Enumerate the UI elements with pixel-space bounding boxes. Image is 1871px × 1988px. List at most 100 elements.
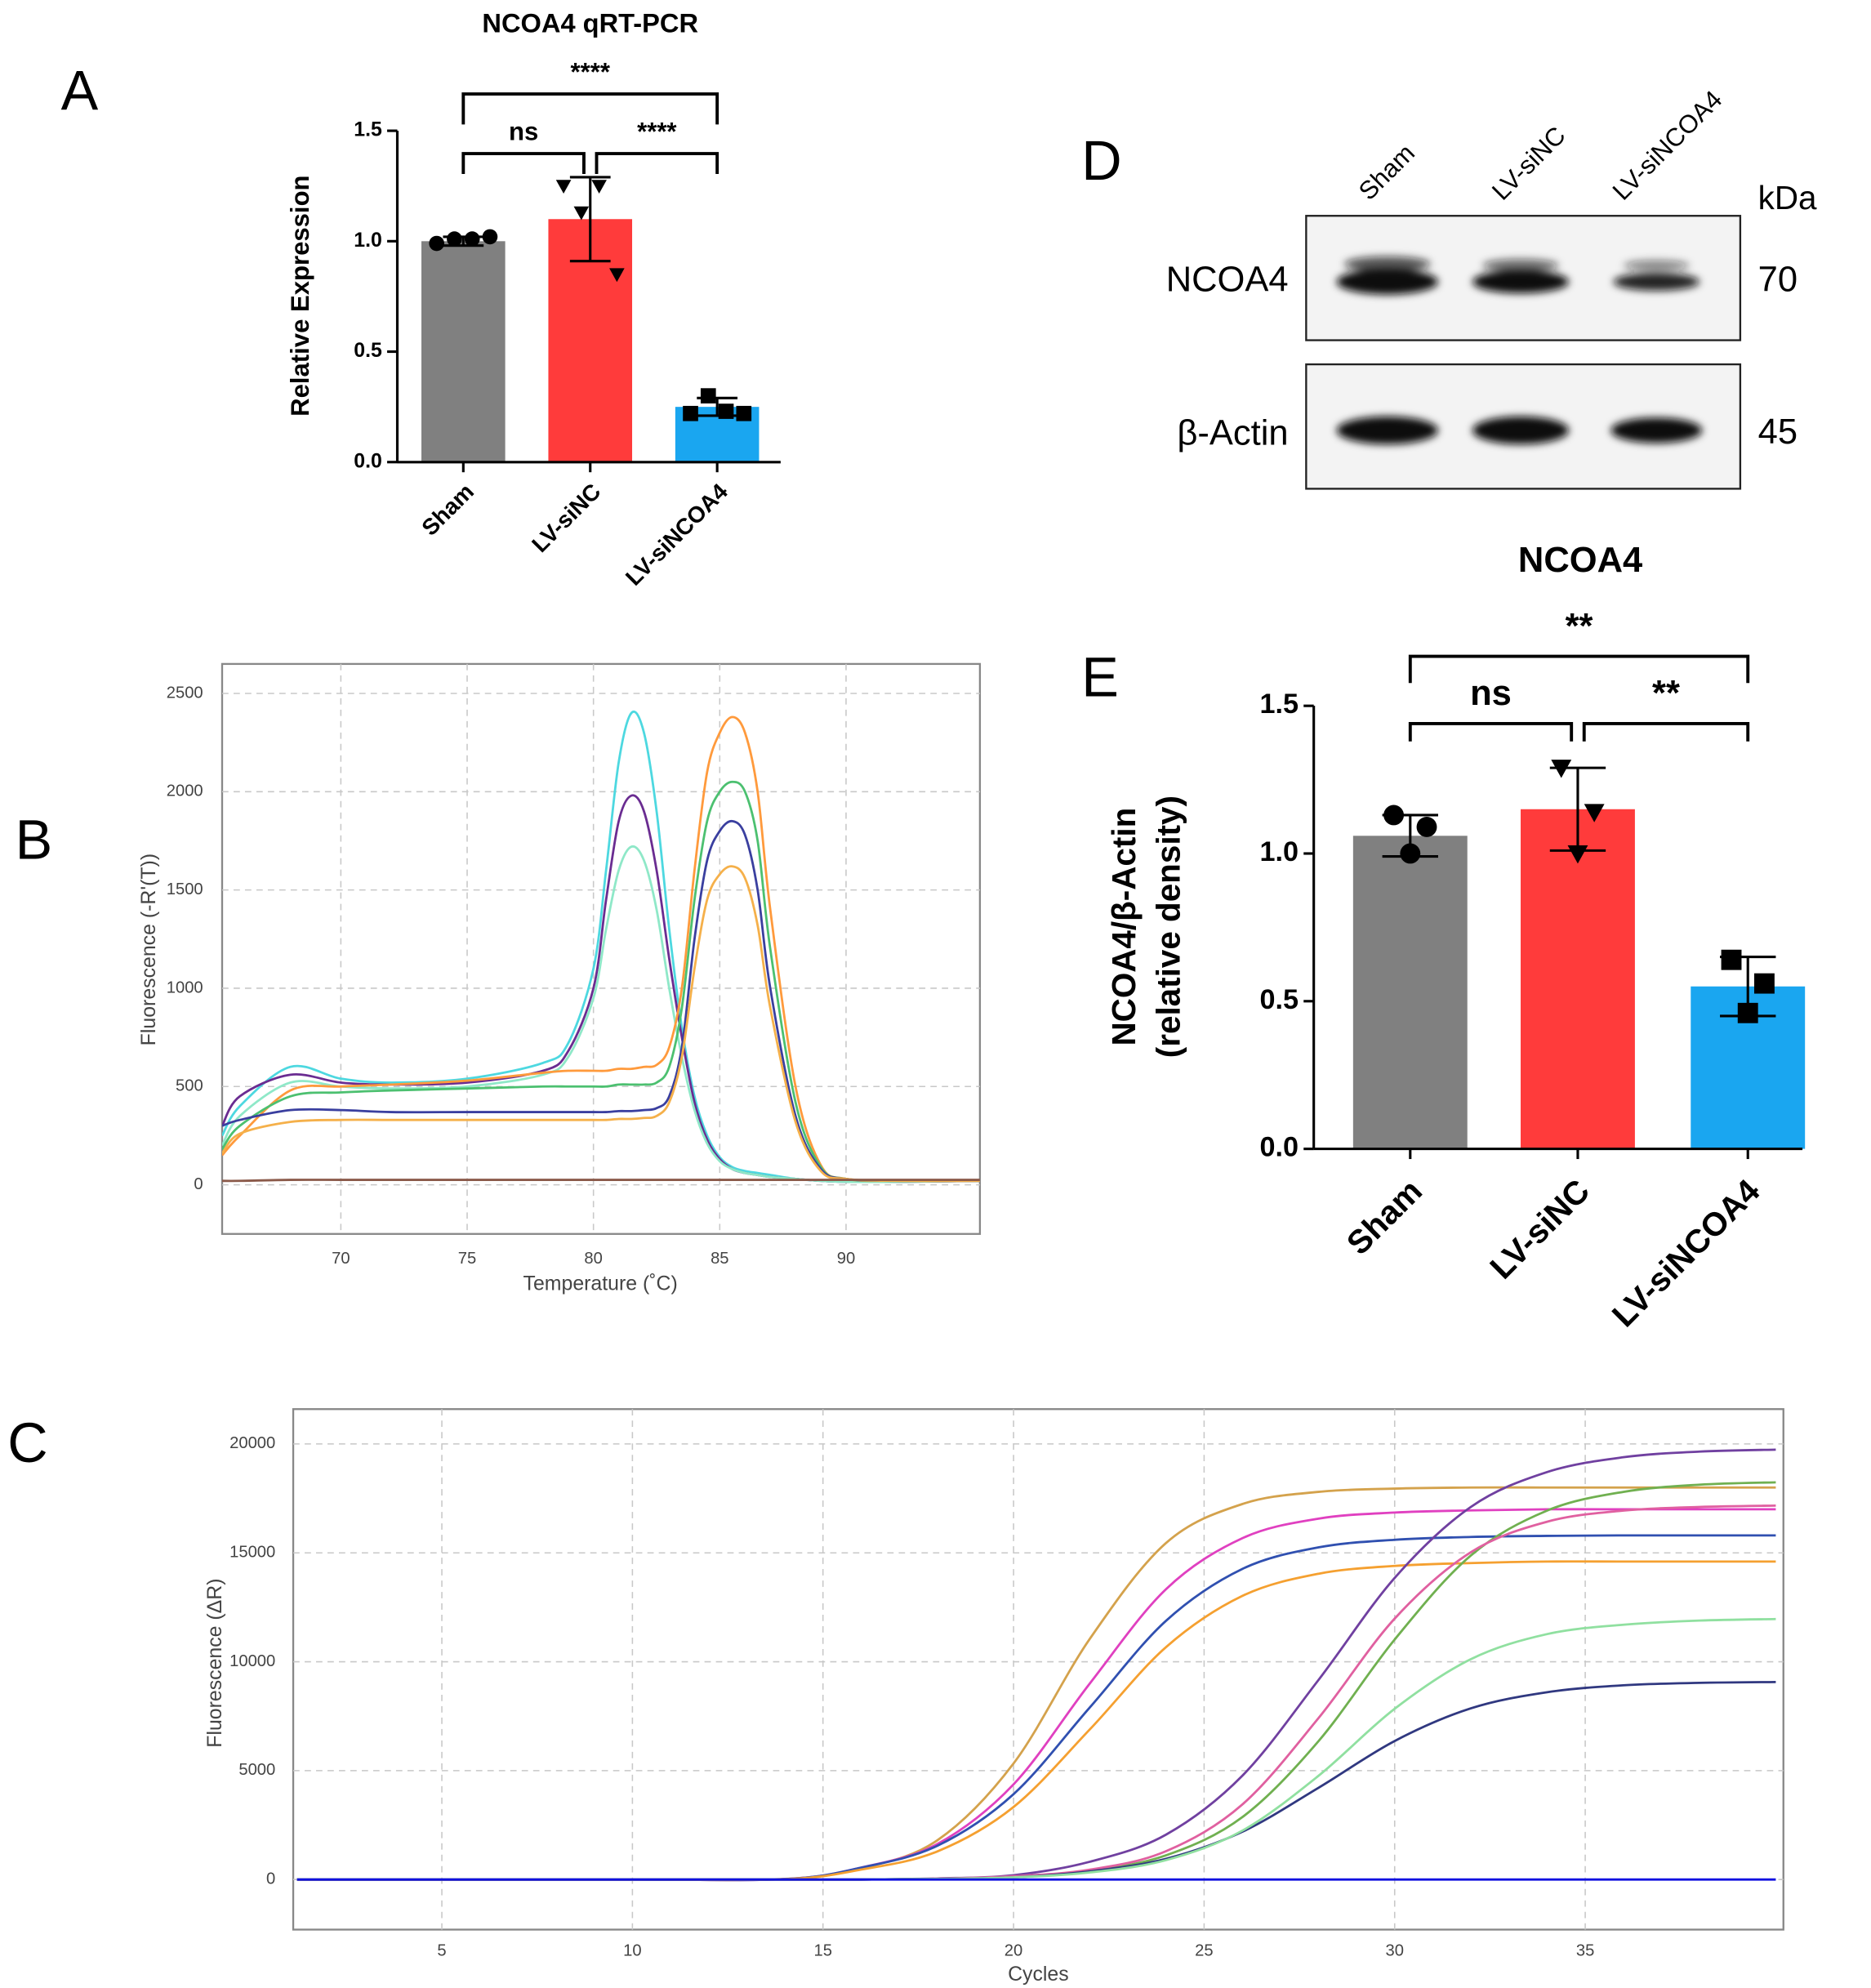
data-point — [573, 206, 590, 221]
data-point — [700, 388, 716, 403]
x-tick-label: 25 — [1195, 1941, 1213, 1959]
panel-label: C — [7, 1412, 47, 1474]
y-tick-label: 1.5 — [1259, 689, 1299, 720]
panel-label: D — [1081, 130, 1121, 192]
significance-bracket — [595, 152, 719, 174]
data-point — [555, 180, 572, 194]
y-tick-label: 20000 — [229, 1434, 275, 1452]
significance-label: ** — [1652, 674, 1680, 713]
chart-title: NCOA4 qRT-PCR — [482, 8, 698, 38]
significance-label: **** — [637, 117, 677, 145]
size-label: 45 — [1758, 412, 1797, 452]
y-tick-label: 1.5 — [354, 118, 382, 141]
x-tick-label: 15 — [813, 1941, 831, 1959]
significance-bracket — [1408, 654, 1750, 684]
series-group — [296, 1448, 1776, 1882]
line-series — [221, 715, 980, 1183]
y-axis-label: Relative Expression — [286, 175, 314, 416]
bar-chart: E NCOA4 NCOA4/β-Actin (relative density) 0.0… — [1081, 541, 1806, 1334]
line-series — [221, 780, 980, 1183]
row-label: β-Actin — [1177, 414, 1288, 453]
unit-label: kDa — [1758, 179, 1817, 216]
data-point — [1737, 1002, 1758, 1023]
data-point — [1551, 760, 1572, 778]
y-tick-label: 10000 — [229, 1652, 275, 1670]
lane-label: LV-siNC — [1486, 121, 1571, 206]
data-point — [1400, 843, 1421, 864]
panel-label: B — [16, 809, 53, 871]
y-tick-label: 500 — [176, 1077, 203, 1095]
data-point — [609, 268, 625, 283]
size-label: 70 — [1758, 261, 1797, 300]
data-point — [464, 231, 480, 247]
band — [1472, 416, 1570, 444]
x-tick-label: 5 — [437, 1941, 446, 1959]
significance-bracket — [1582, 721, 1750, 742]
data-point — [1416, 817, 1437, 837]
data-point — [1721, 949, 1742, 970]
y-tick-label: 15000 — [229, 1544, 275, 1562]
y-tick-label: 1.0 — [354, 229, 382, 252]
bar — [421, 241, 506, 462]
data-point — [1383, 805, 1405, 826]
band — [1343, 256, 1431, 272]
panel-label: E — [1081, 647, 1119, 709]
x-tick-label: 75 — [458, 1250, 476, 1268]
y-tick-label: 2000 — [167, 782, 203, 800]
lane-label: LV-siNCOA4 — [1607, 85, 1728, 206]
bands — [1336, 256, 1703, 444]
y-tick-label: 0.0 — [1259, 1132, 1299, 1163]
x-tick-label: 20 — [1005, 1941, 1022, 1959]
line-chart: C 5 10 15 20 25 30 35 0 5000 10000 15000 20000 Cycles… — [7, 1408, 1784, 1986]
x-tick-label: 90 — [837, 1250, 855, 1268]
significance-label: **** — [571, 57, 611, 86]
significance-label: ns — [509, 117, 538, 145]
significance-bracket — [461, 92, 719, 125]
data-point — [736, 405, 752, 421]
row-label: NCOA4 — [1166, 261, 1289, 300]
band — [1623, 260, 1690, 271]
significance-bracket — [461, 152, 586, 174]
band — [1472, 270, 1570, 294]
data-point — [1584, 804, 1605, 822]
y-axis-label: NCOA4/β-Actin — [1105, 808, 1143, 1046]
band — [1613, 273, 1700, 291]
y-tick-label: 0.0 — [354, 449, 382, 472]
x-tick-label: Sham — [1339, 1172, 1429, 1262]
x-tick-label: LV-siNC — [527, 479, 605, 557]
y-tick-label: 2500 — [167, 684, 203, 702]
band — [1610, 417, 1703, 444]
y-tick-label: 0.5 — [1259, 984, 1299, 1015]
line-chart: B 70 75 80 85 90 0 500 1000 1500 2000 2500 Temperatu… — [16, 662, 982, 1295]
data-point — [683, 405, 698, 421]
band — [1336, 269, 1438, 295]
significance-label: ** — [1566, 607, 1593, 646]
y-axis-label: Fluorescence (ΔR) — [203, 1578, 226, 1747]
significance-bracket — [1408, 721, 1574, 742]
blot-panel: D Sham LV-siNC LV-siNCOA4 kDa NCOA4 β-Ac… — [1081, 85, 1817, 490]
data-point — [429, 235, 444, 252]
data-point — [447, 231, 462, 247]
x-tick-label: LV-siNC — [1482, 1172, 1597, 1286]
y-tick-label: 0 — [266, 1870, 275, 1888]
line-series — [221, 1179, 980, 1183]
x-tick-label: 80 — [584, 1250, 602, 1268]
x-tick-label: Sham — [417, 479, 479, 541]
x-tick-label: 70 — [332, 1250, 350, 1268]
panel-label: A — [61, 60, 99, 123]
x-axis-label: Cycles — [1008, 1963, 1069, 1986]
data-point — [482, 229, 498, 245]
line-series — [221, 865, 980, 1183]
bar-chart: A NCOA4 qRT-PCR Relative Expression 0.0 0.5 1… — [61, 8, 781, 591]
bar — [1521, 809, 1635, 1149]
y-tick-label: 0.5 — [354, 339, 382, 362]
significance-label: ns — [1470, 674, 1512, 713]
y-tick-label: 1.0 — [1259, 836, 1299, 867]
bar — [1352, 836, 1468, 1149]
band — [1336, 416, 1438, 444]
line-series — [221, 711, 980, 1183]
y-axis-label: (relative density) — [1150, 796, 1187, 1058]
x-tick-label: 85 — [711, 1250, 728, 1268]
data-point — [718, 403, 734, 419]
